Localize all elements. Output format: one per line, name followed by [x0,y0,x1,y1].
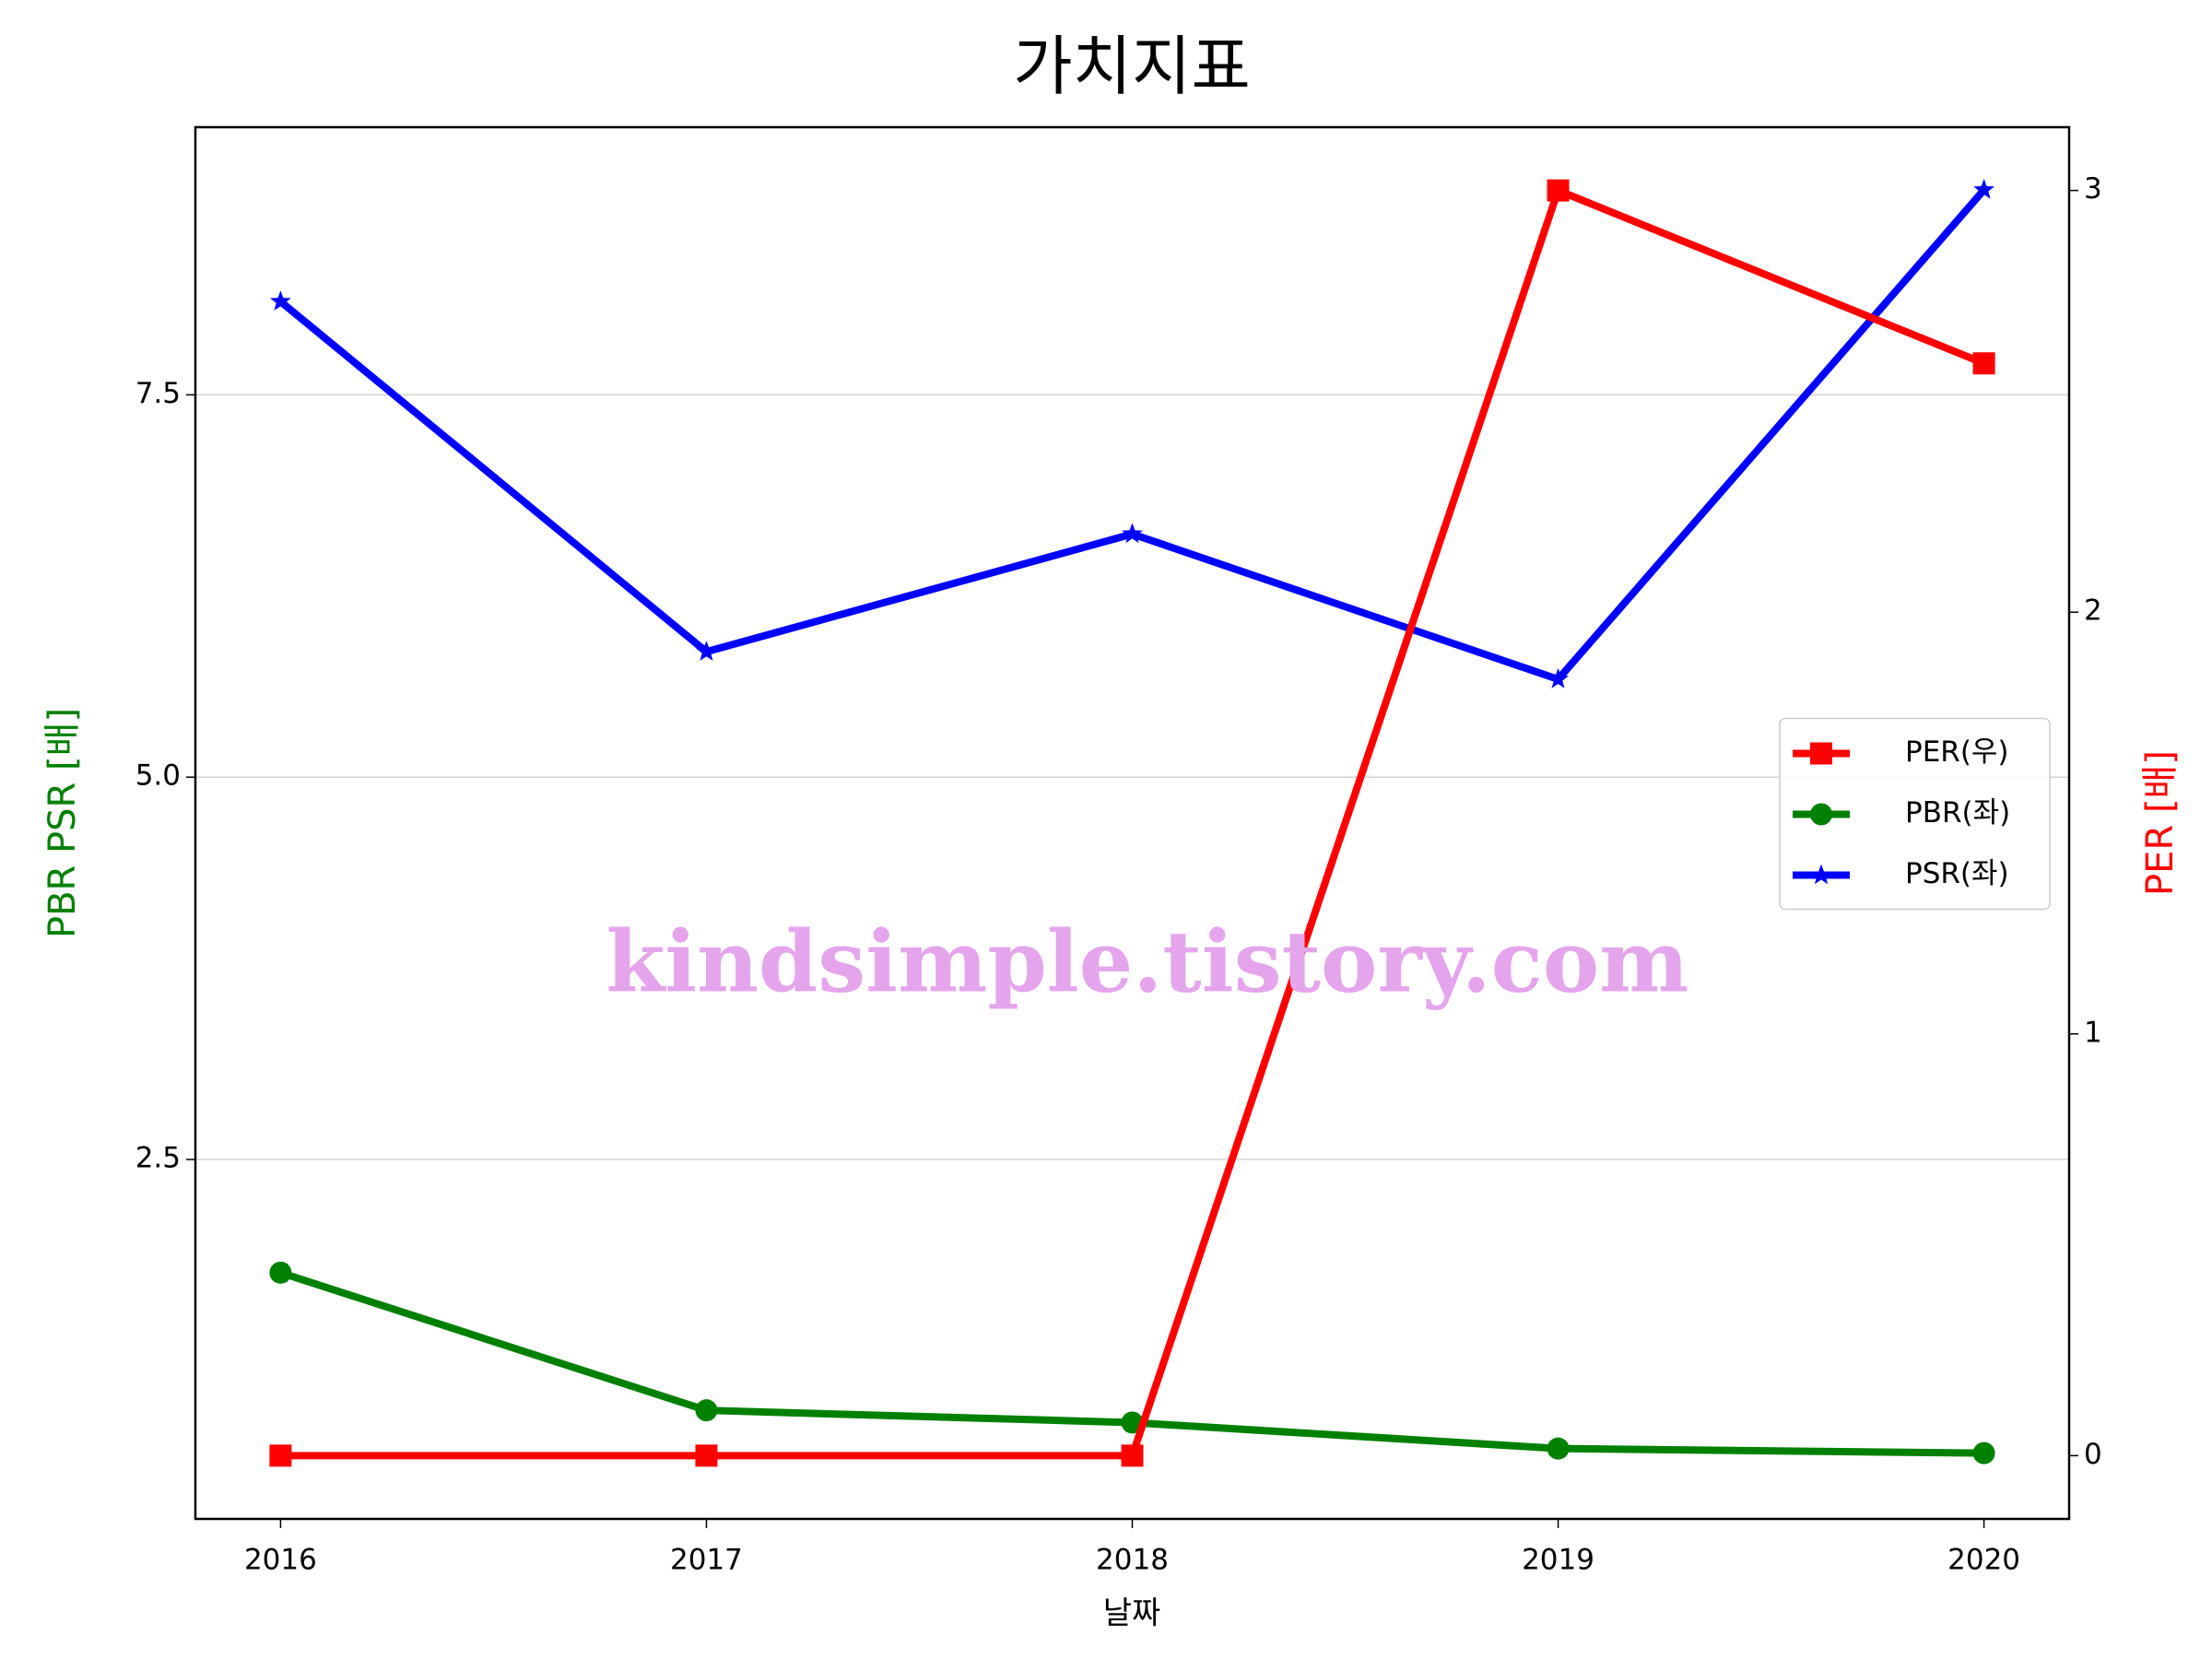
plot-frame [194,125,2071,1521]
y-tick-label: 5.0 [135,759,181,793]
y-tick-label: 7.5 [135,377,181,410]
data-point [1972,352,1995,375]
data-point [1122,523,1143,544]
legend-marker [1810,803,1832,826]
data-point [1547,668,1569,688]
y2-tick-label: 1 [2084,1016,2102,1049]
x-tick-label: 2018 [1096,1544,1169,1577]
data-point [1972,1441,1995,1465]
data-point [695,1444,718,1467]
y-tick-label: 2.5 [135,1142,181,1175]
data-point [269,1261,292,1284]
chart-title: 가치지표 [1013,29,1251,104]
y2-axis-label: PER [배] [2139,750,2182,896]
data-point [270,290,291,311]
legend-box [1779,717,2051,911]
x-tick-label: 2017 [670,1544,743,1577]
x-tick-label: 2016 [244,1544,317,1577]
data-point [269,1444,292,1467]
data-point [1121,1444,1144,1467]
data-point [695,1399,718,1422]
legend-label: PER(우) [1905,735,2009,769]
x-axis-label: 날짜 [1103,1595,1161,1632]
data-point [1547,179,1570,202]
x-tick-label: 2020 [1947,1544,2020,1577]
legend-label: PSR(좌) [1905,857,2009,890]
legend-marker [1810,864,1832,885]
watermark: kindsimple.tistory.com [606,912,1688,1012]
legend-label: PBR(좌) [1905,796,2010,830]
y2-tick-label: 3 [2084,172,2102,206]
y2-tick-label: 0 [2084,1438,2102,1471]
y2-tick-label: 2 [2084,594,2102,628]
data-point [1547,1437,1570,1460]
y-axis-label: PBR PSR [배] [41,708,84,938]
legend-marker [1810,742,1832,765]
data-point [696,641,717,661]
data-point [1973,179,1994,199]
legend: PER(우) PBR(좌) PSR(좌) [1779,717,2051,911]
x-tick-label: 2019 [1522,1544,1594,1577]
series-line [280,186,1986,1460]
